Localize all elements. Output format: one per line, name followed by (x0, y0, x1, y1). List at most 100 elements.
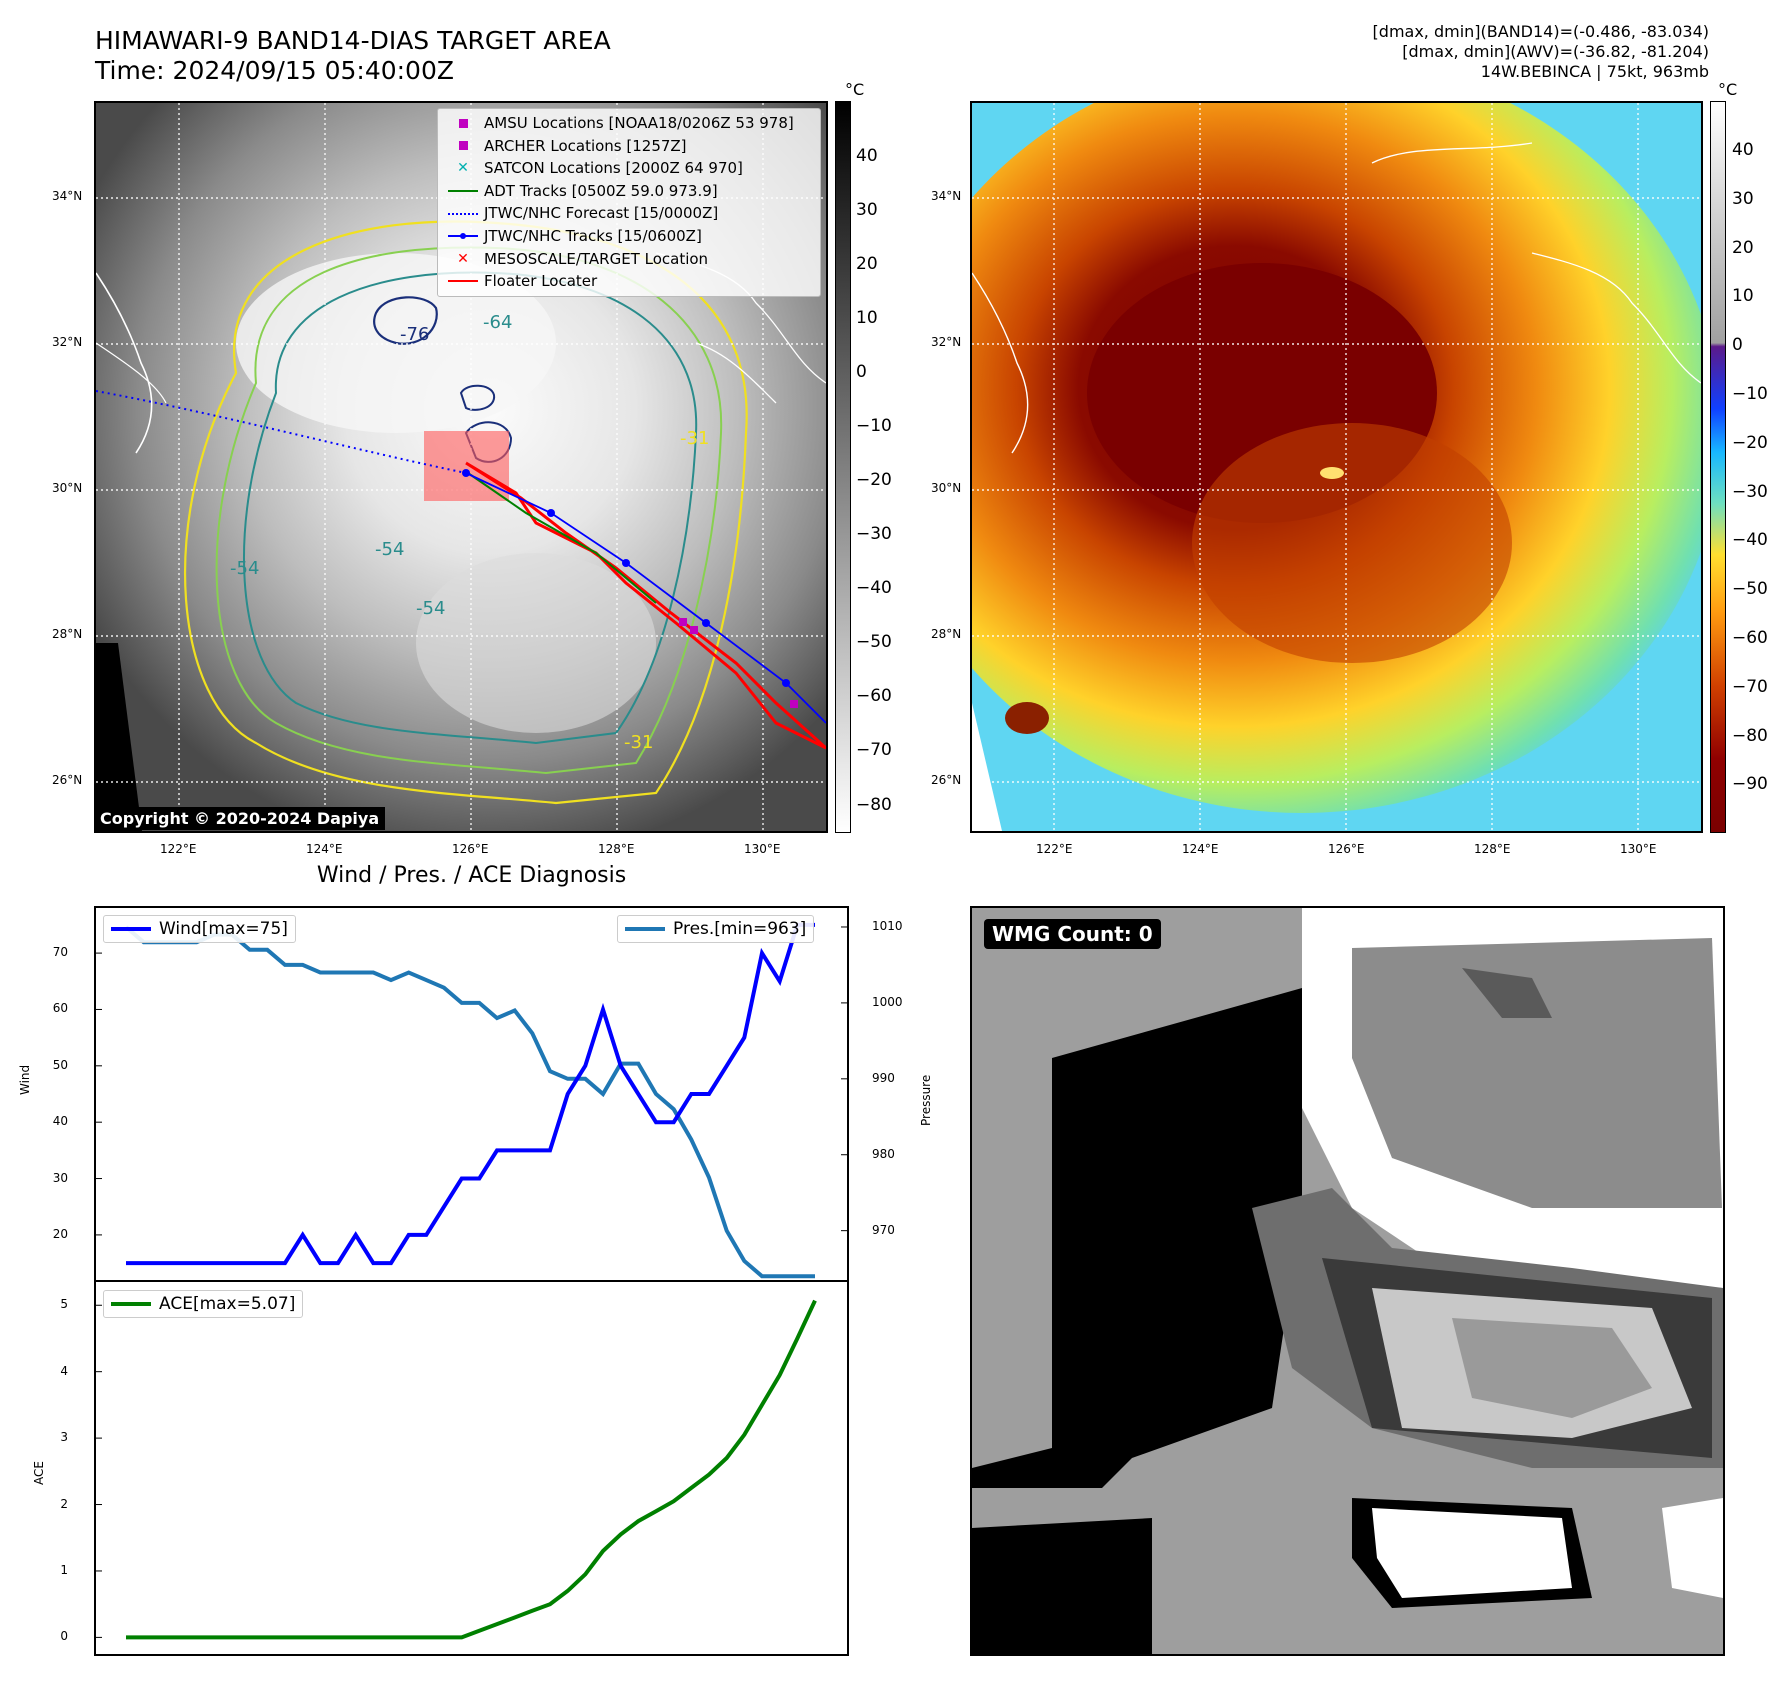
colorbar-tick: −40 (856, 578, 892, 598)
y-tick-label: 70 (52, 945, 68, 960)
colorbar-tick: −60 (1732, 628, 1768, 648)
band14-colorbar (835, 101, 851, 833)
legend-item-archer: ARCHER Locations [1257Z] (442, 135, 814, 158)
lat-label: 28°N (52, 627, 83, 641)
legend-item-tracks: JTWC/NHC Tracks [15/0600Z] (442, 225, 814, 248)
line-icon (625, 927, 665, 931)
ace-axis-label: ACE (32, 1461, 46, 1485)
awv-map-graphic (972, 103, 1701, 831)
colorbar-tick: −70 (1732, 677, 1768, 697)
y-tick-label: 970 (872, 1222, 895, 1237)
ace-svg (96, 1299, 817, 1640)
lat-label: 34°N (931, 189, 962, 203)
contour-label: -64 (483, 312, 513, 333)
legend-pressure: Pres.[min=963] (617, 915, 815, 943)
ace-chart (94, 1280, 849, 1656)
colorbar-tick: 10 (856, 308, 878, 328)
pressure-axis-label: Pressure (919, 1074, 933, 1126)
y-tick-label: 990 (872, 1070, 895, 1085)
contour-label: -31 (680, 428, 710, 449)
lat-label: 34°N (52, 189, 83, 203)
contour-label: -54 (416, 598, 446, 619)
lon-label: 124°E (306, 842, 343, 856)
lat-label: 32°N (931, 335, 962, 349)
contour-label: -54 (230, 558, 260, 579)
y-tick-label: 1 (60, 1562, 68, 1577)
colorbar-tick: −40 (1732, 530, 1768, 550)
y-tick-label: 3 (60, 1430, 68, 1445)
y-tick-label: 40 (52, 1114, 68, 1129)
y-tick-label: 60 (52, 1001, 68, 1016)
wind-pressure-svg (96, 922, 847, 1279)
colorbar-tick: −60 (856, 686, 892, 706)
colorbar-tick: 30 (1732, 189, 1754, 209)
y-tick-label: 4 (60, 1363, 68, 1378)
colorbar-tick: −80 (1732, 726, 1768, 746)
lon-label: 126°E (1328, 842, 1365, 856)
wind-series-line (126, 922, 815, 1266)
legend-item-target: ✕ MESOSCALE/TARGET Location (442, 248, 814, 271)
wind-axis-label: Wind (18, 1064, 32, 1095)
map-legend: AMSU Locations [NOAA18/0206Z 53 978] ARC… (437, 108, 821, 297)
legend-item-forecast: JTWC/NHC Forecast [15/0000Z] (442, 202, 814, 225)
y-tick-label: 2 (60, 1496, 68, 1511)
colorbar-tick: −70 (856, 740, 892, 760)
lon-label: 124°E (1182, 842, 1219, 856)
stats-band14: [dmax, dmin](BAND14)=(-0.486, -83.034) (1372, 22, 1709, 41)
line-icon (111, 1302, 151, 1306)
y-tick-label: 20 (52, 1226, 68, 1241)
lon-label: 126°E (452, 842, 489, 856)
legend-item-satcon: ✕ SATCON Locations [2000Z 64 970] (442, 157, 814, 180)
colorbar-tick: −20 (1732, 433, 1768, 453)
lon-label: 128°E (598, 842, 635, 856)
contour-label: -54 (375, 539, 405, 560)
stats-awv: [dmax, dmin](AWV)=(-36.82, -81.204) (1402, 42, 1709, 61)
square-marker-icon (442, 112, 484, 134)
colorbar-tick: −10 (1732, 384, 1768, 404)
y-tick-label: 0 (60, 1629, 68, 1644)
colorbar-tick: 40 (856, 146, 878, 166)
lat-label: 30°N (931, 481, 962, 495)
lat-label: 26°N (931, 773, 962, 787)
lon-label: 122°E (1036, 842, 1073, 856)
line-icon (111, 927, 151, 931)
y-tick-label: 1000 (872, 994, 903, 1009)
diagnosis-title: Wind / Pres. / ACE Diagnosis (316, 863, 627, 888)
x-marker-icon: ✕ (457, 250, 469, 267)
colorbar-tick: −10 (856, 416, 892, 436)
lon-label: 128°E (1474, 842, 1511, 856)
lat-label: 32°N (52, 335, 83, 349)
copyright-badge: Copyright © 2020-2024 Dapiya (94, 807, 386, 830)
colorbar-tick: 40 (1732, 140, 1754, 160)
lat-label: 28°N (931, 627, 962, 641)
legend-item-amsu: AMSU Locations [NOAA18/0206Z 53 978] (442, 112, 814, 135)
contour-label: -31 (624, 732, 654, 753)
lon-label: 122°E (160, 842, 197, 856)
colorbar-tick: −20 (856, 470, 892, 490)
colorbar-unit: °C (845, 80, 865, 99)
y-tick-label: 1010 (872, 918, 903, 933)
contour-label: -76 (400, 324, 430, 345)
ace-series-line (126, 1299, 817, 1640)
colorbar-tick: 0 (1732, 335, 1743, 355)
colorbar-tick: −50 (1732, 579, 1768, 599)
colorbar-tick: −80 (856, 795, 892, 815)
x-marker-icon: ✕ (457, 160, 469, 177)
time-label: Time: 2024/09/15 05:40:00Z (95, 56, 454, 85)
colorbar-tick: 10 (1732, 286, 1754, 306)
square-marker-icon (442, 135, 484, 157)
colorbar-tick: 20 (1732, 238, 1754, 258)
lon-label: 130°E (1620, 842, 1657, 856)
awv-map (970, 101, 1703, 833)
legend-item-adt: ADT Tracks [0500Z 59.0 973.9] (442, 180, 814, 203)
lon-label: 130°E (744, 842, 781, 856)
colorbar-tick: −50 (856, 632, 892, 652)
awv-colorbar (1710, 101, 1726, 833)
y-tick-label: 980 (872, 1146, 895, 1161)
colorbar-unit: °C (1718, 80, 1738, 99)
colorbar-tick: 30 (856, 200, 878, 220)
lat-label: 26°N (52, 773, 83, 787)
legend-item-floater: Floater Locater (442, 270, 814, 293)
y-tick-label: 30 (52, 1170, 68, 1185)
dotted-line-icon (442, 203, 484, 225)
